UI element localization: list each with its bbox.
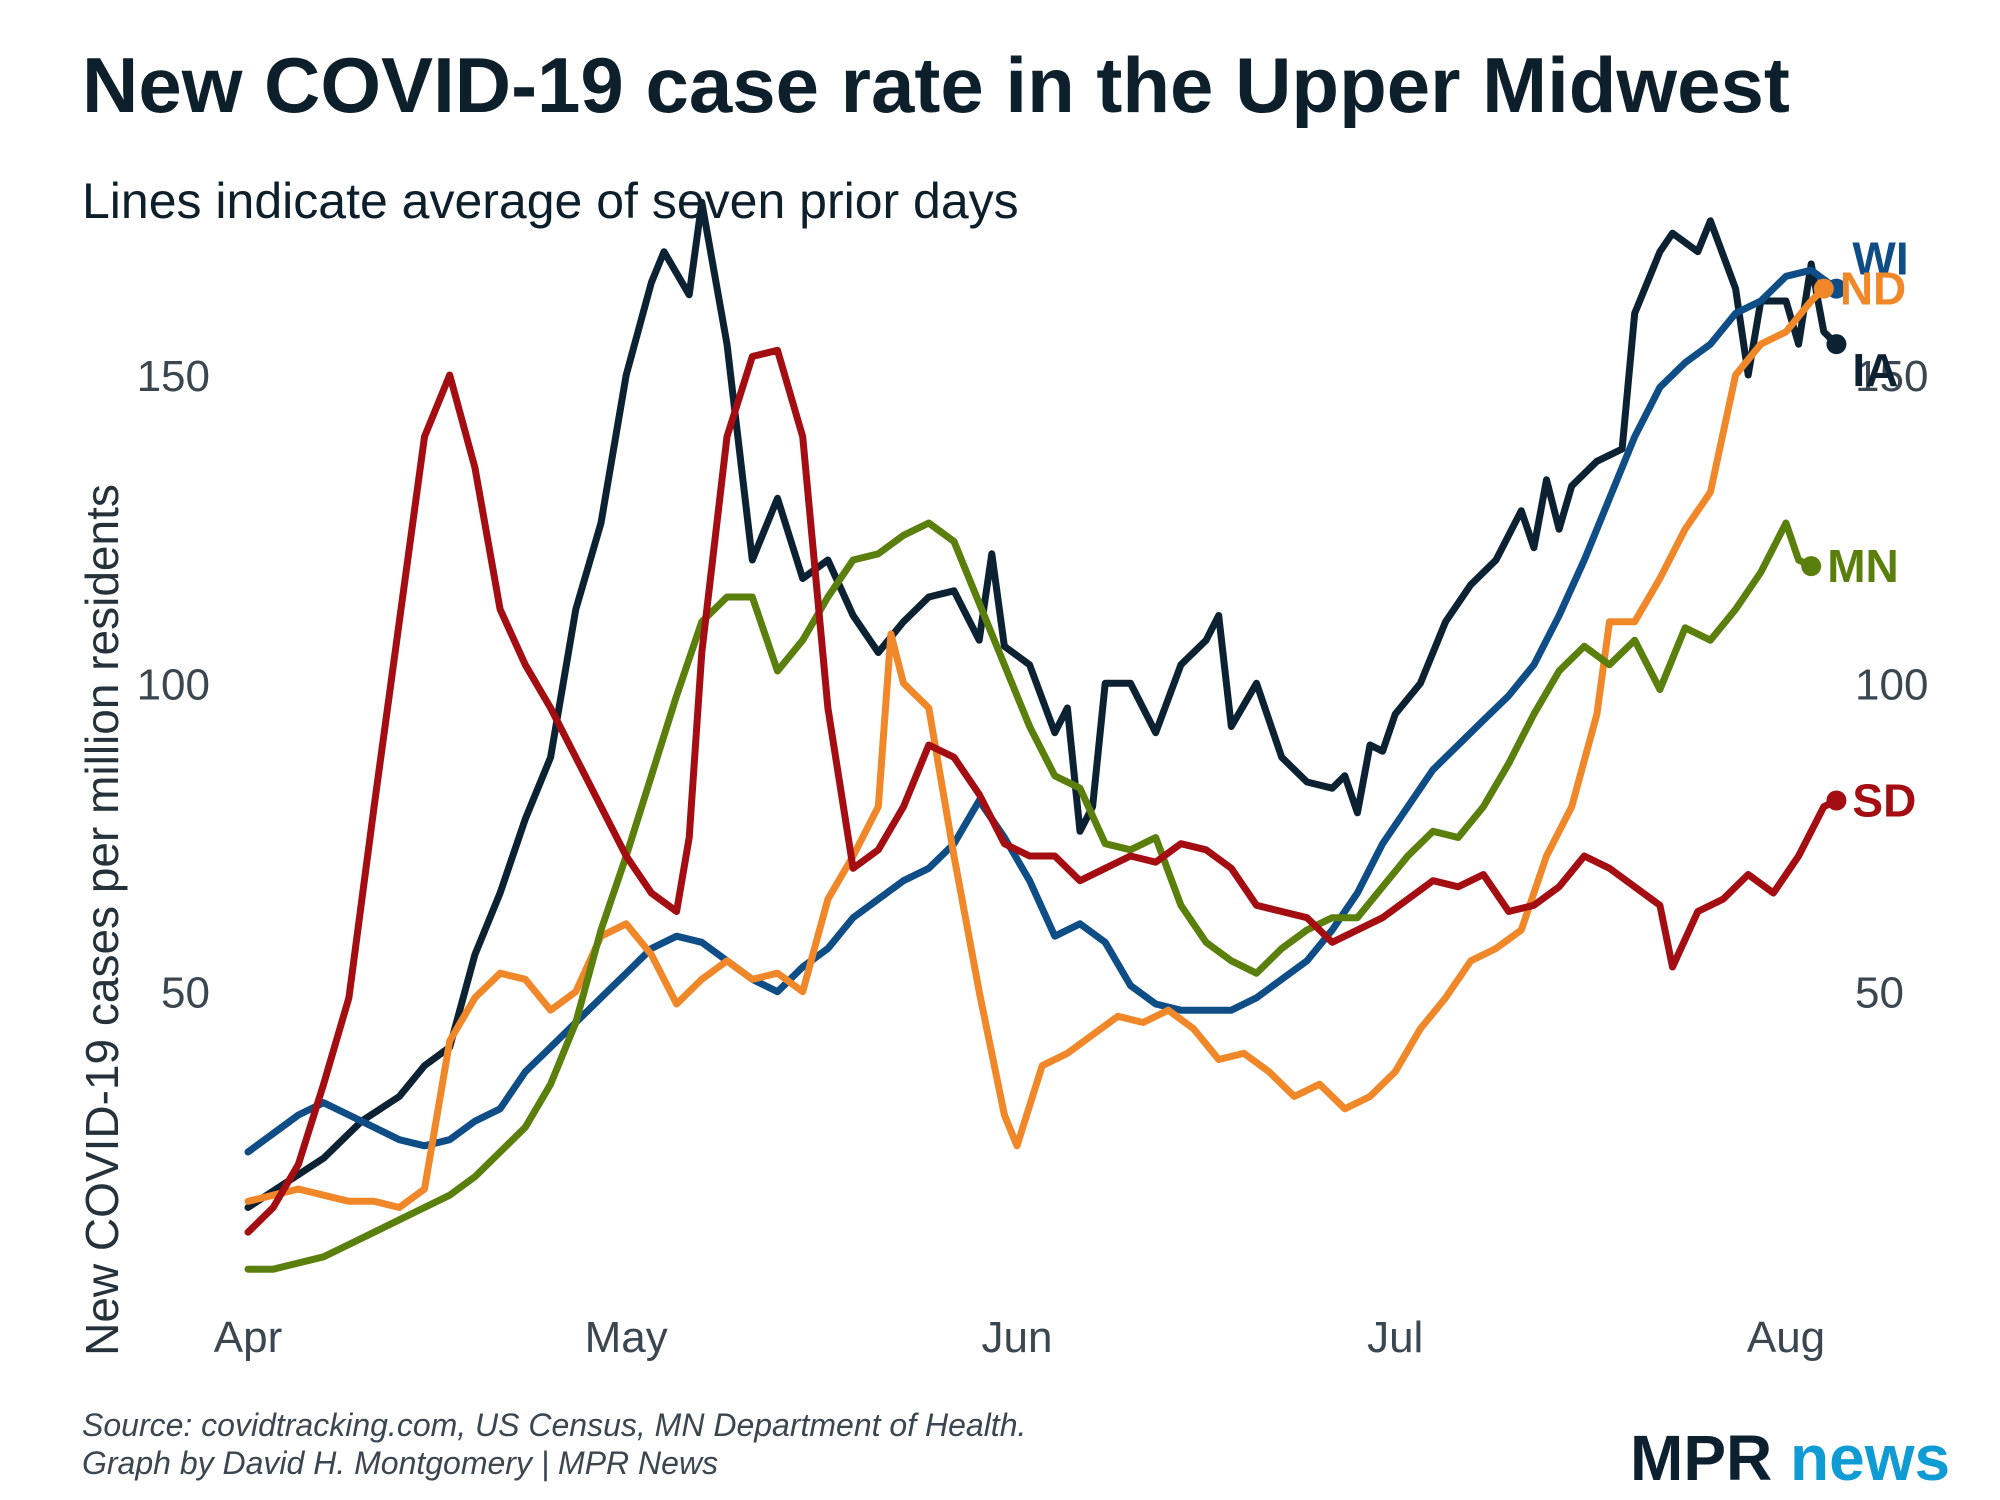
x-tick-jun: Jun <box>982 1313 1053 1362</box>
source-line-2: Graph by David H. Montgomery | MPR News <box>82 1445 718 1481</box>
y-tick-right-150: 150 <box>1855 352 1928 401</box>
logo-news: news <box>1790 1422 1950 1494</box>
logo-mpr: MPR <box>1630 1422 1772 1494</box>
y-tick-left-100: 100 <box>137 660 210 709</box>
mpr-news-logo: MPR news <box>1630 1422 1950 1494</box>
y-ticks-left: 50 100 150 <box>137 352 210 1018</box>
y-ticks-right: 50 100 150 <box>1855 352 1928 1018</box>
x-tick-may: May <box>585 1313 668 1362</box>
series-line-nd <box>244 285 1828 1211</box>
x-tick-aug: Aug <box>1747 1313 1825 1362</box>
series-group <box>244 198 1847 1273</box>
end-label-ia: IA <box>1852 344 1898 396</box>
series-line-sd <box>244 346 1840 1236</box>
series-end-marker-mn <box>1801 556 1822 577</box>
end-label-mn: MN <box>1827 540 1899 592</box>
y-tick-left-50: 50 <box>161 969 210 1018</box>
chart-subtitle: Lines indicate average of seven prior da… <box>82 173 1019 229</box>
series-end-marker-sd <box>1826 790 1847 811</box>
end-label-sd: SD <box>1852 775 1916 827</box>
series-line-wi <box>244 266 1840 1156</box>
y-tick-right-50: 50 <box>1855 969 1904 1018</box>
x-tick-jul: Jul <box>1367 1313 1423 1362</box>
source-line-1: Source: covidtracking.com, US Census, MN… <box>82 1407 1026 1443</box>
y-tick-right-100: 100 <box>1855 660 1928 709</box>
x-ticks: Apr May Jun Jul Aug <box>214 1313 1825 1362</box>
series-line-mn <box>244 519 1815 1273</box>
series-line-ia <box>244 198 1840 1211</box>
end-label-nd: ND <box>1840 263 1906 315</box>
end-label-wi: WI <box>1852 233 1908 285</box>
y-tick-left-150: 150 <box>137 352 210 401</box>
series-end-marker-ia <box>1826 334 1847 355</box>
series-end-marker-nd <box>1813 278 1834 299</box>
chart-title: New COVID-19 case rate in the Upper Midw… <box>82 41 1790 129</box>
x-tick-apr: Apr <box>214 1313 282 1362</box>
y-axis-label: New COVID-19 cases per million residents <box>76 484 128 1356</box>
